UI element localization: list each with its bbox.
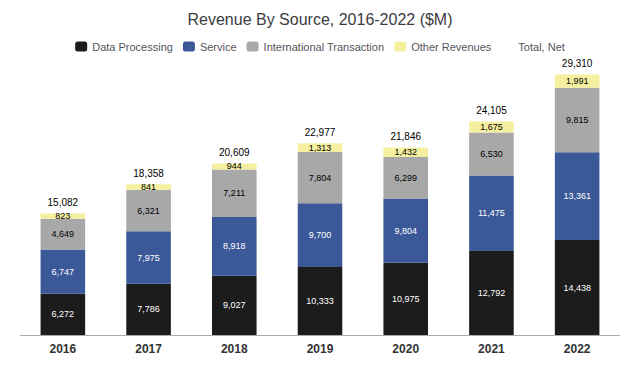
svg-text:8,918: 8,918: [223, 241, 246, 251]
svg-text:1,432: 1,432: [394, 147, 417, 157]
svg-text:944: 944: [227, 161, 242, 171]
svg-text:4,649: 4,649: [52, 229, 75, 239]
svg-text:International Transaction: International Transaction: [264, 41, 384, 53]
svg-text:10,975: 10,975: [392, 294, 420, 304]
svg-text:7,786: 7,786: [137, 304, 160, 314]
svg-text:29,310: 29,310: [562, 58, 593, 69]
svg-text:9,815: 9,815: [566, 115, 589, 125]
svg-text:9,700: 9,700: [309, 230, 332, 240]
svg-text:6,530: 6,530: [480, 149, 503, 159]
svg-text:22,977: 22,977: [305, 127, 336, 138]
svg-text:2019: 2019: [307, 342, 334, 356]
svg-text:Other Revenues: Other Revenues: [411, 41, 492, 53]
svg-text:21,846: 21,846: [390, 131, 421, 142]
svg-text:Service: Service: [200, 41, 237, 53]
svg-text:2018: 2018: [221, 342, 248, 356]
svg-text:1,991: 1,991: [566, 76, 589, 86]
svg-text:9,804: 9,804: [394, 226, 417, 236]
svg-text:2016: 2016: [50, 342, 77, 356]
svg-text:2021: 2021: [478, 342, 505, 356]
svg-text:6,747: 6,747: [52, 267, 75, 277]
svg-text:823: 823: [55, 211, 70, 221]
svg-text:7,804: 7,804: [309, 173, 332, 183]
svg-text:20,609: 20,609: [219, 147, 250, 158]
svg-text:6,299: 6,299: [394, 173, 417, 183]
svg-text:841: 841: [141, 182, 156, 192]
svg-text:12,792: 12,792: [478, 288, 506, 298]
svg-text:2017: 2017: [135, 342, 162, 356]
svg-text:7,211: 7,211: [223, 188, 245, 198]
svg-text:24,105: 24,105: [476, 105, 507, 116]
svg-text:6,321: 6,321: [137, 206, 160, 216]
svg-text:Total, Net: Total, Net: [518, 41, 564, 53]
svg-text:9,027: 9,027: [223, 300, 246, 310]
svg-text:1,313: 1,313: [309, 143, 332, 153]
svg-text:2020: 2020: [392, 342, 419, 356]
svg-text:15,082: 15,082: [48, 197, 79, 208]
svg-text:18,358: 18,358: [133, 168, 164, 179]
svg-text:Data Processing: Data Processing: [92, 41, 173, 53]
svg-text:2022: 2022: [564, 342, 591, 356]
svg-text:14,438: 14,438: [563, 283, 591, 293]
svg-text:1,675: 1,675: [480, 122, 503, 132]
svg-text:6,272: 6,272: [52, 309, 75, 319]
svg-text:10,333: 10,333: [306, 296, 334, 306]
svg-text:13,361: 13,361: [563, 191, 591, 201]
svg-text:7,975: 7,975: [137, 253, 160, 263]
svg-text:Revenue By Source, 2016-2022 (: Revenue By Source, 2016-2022 ($M): [187, 11, 452, 28]
svg-text:11,475: 11,475: [478, 208, 505, 218]
